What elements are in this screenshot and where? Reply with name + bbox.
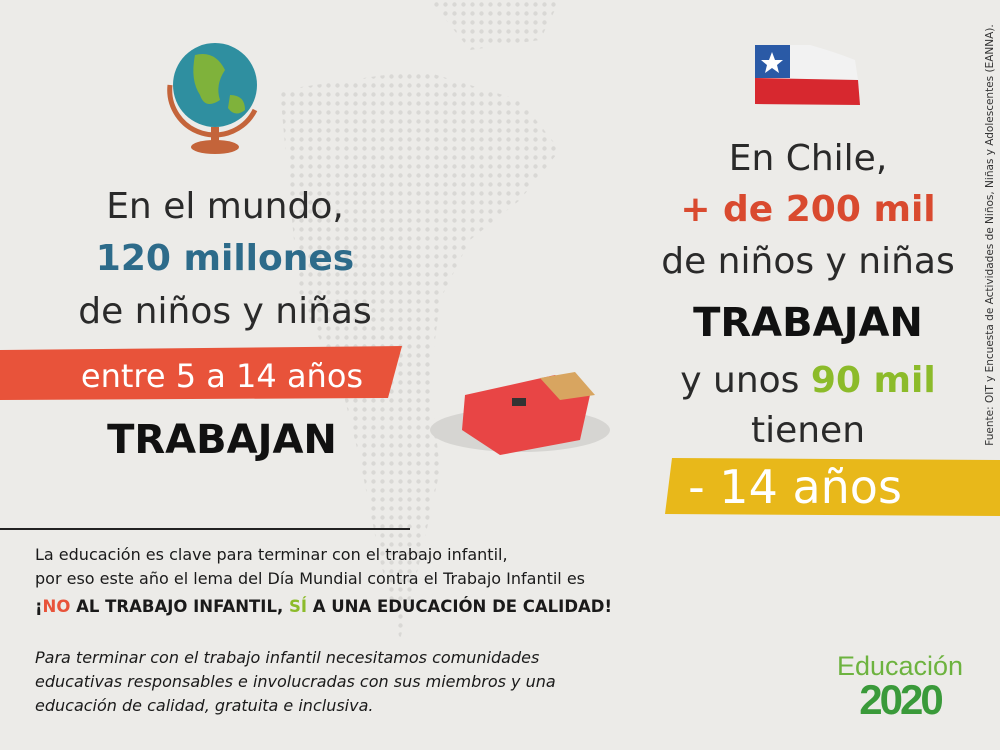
slogan: ¡NO AL TRABAJO INFANTIL, SÍ A UNA EDUCAC… bbox=[35, 597, 612, 616]
globe-icon bbox=[167, 43, 258, 154]
logo-word: Educación bbox=[837, 651, 963, 681]
source-note: Fuente: OIT y Encuesta de Actividades de… bbox=[984, 24, 996, 445]
closing-line: educación de calidad, gratuita e inclusi… bbox=[35, 696, 373, 715]
slogan-part: A UNA EDUCACIÓN DE CALIDAD! bbox=[313, 597, 612, 616]
right-line: tienen bbox=[751, 410, 865, 451]
right-highlight: + de 200 mil bbox=[680, 189, 935, 230]
right-line: y unos 90 mil bbox=[680, 360, 935, 401]
right-line: de niños y niñas bbox=[661, 241, 955, 282]
closing-line: educativas responsables e involucradas c… bbox=[35, 672, 556, 691]
eraser-icon bbox=[430, 372, 610, 455]
intro-line: La educación es clave para terminar con … bbox=[35, 545, 508, 564]
slogan-no: NO bbox=[43, 597, 71, 616]
right-line: En Chile, bbox=[729, 138, 888, 179]
left-banner-text: entre 5 a 14 años bbox=[81, 357, 363, 395]
yellow-banner bbox=[665, 458, 1000, 516]
right-verb: TRABAJAN bbox=[693, 300, 923, 346]
logo-year: 2020 bbox=[859, 676, 942, 723]
left-line: de niños y niñas bbox=[78, 291, 372, 332]
intro-line: por eso este año el lema del Día Mundial… bbox=[35, 569, 585, 588]
map-dots bbox=[430, 0, 560, 50]
red-banner bbox=[0, 346, 402, 400]
closing-line: Para terminar con el trabajo infantil ne… bbox=[35, 648, 539, 667]
right-line-prefix: y unos bbox=[680, 360, 799, 401]
right-banner-text: - 14 años bbox=[688, 460, 902, 514]
slogan-si: SÍ bbox=[289, 597, 307, 616]
map-dots bbox=[280, 70, 560, 640]
right-line-highlight: 90 mil bbox=[811, 360, 936, 401]
left-highlight: 120 millones bbox=[96, 238, 354, 279]
left-verb: TRABAJAN bbox=[107, 417, 337, 463]
slogan-part: AL TRABAJO INFANTIL, bbox=[76, 597, 283, 616]
slogan-part: ¡ bbox=[35, 597, 43, 616]
chile-flag bbox=[755, 45, 860, 105]
left-line: En el mundo, bbox=[106, 186, 344, 227]
